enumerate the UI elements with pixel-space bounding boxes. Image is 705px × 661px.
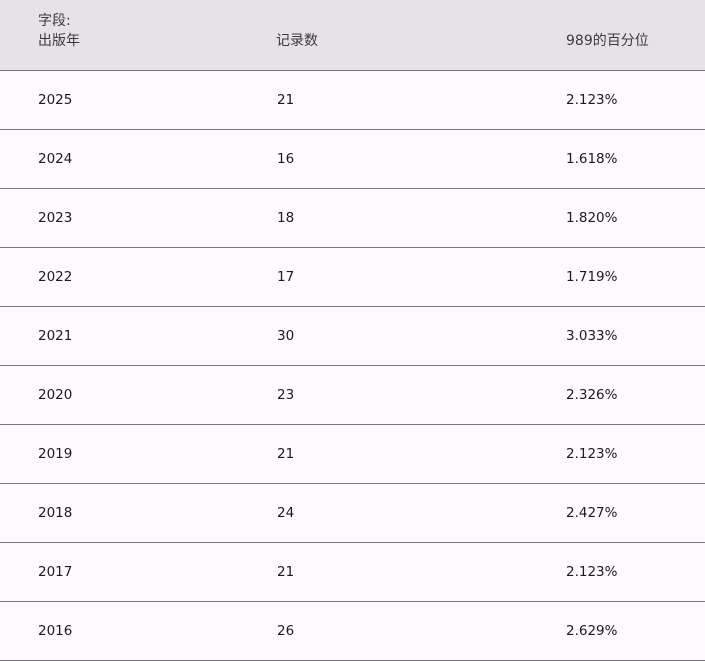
percentage-cell: 2.629% — [553, 601, 705, 661]
count-cell: 26 — [276, 601, 553, 661]
percentage-cell: 2.326% — [553, 365, 705, 425]
table-row[interactable]: 2019 21 2.123% — [0, 424, 705, 484]
count-cell: 21 — [276, 70, 553, 130]
table-row[interactable]: 2025 21 2.123% — [0, 70, 705, 130]
percentage-cell: 1.820% — [553, 188, 705, 248]
percentage-cell: 3.033% — [553, 306, 705, 366]
year-cell: 2024 — [0, 129, 276, 189]
column-header-publication-year[interactable]: 字段: 出版年 — [0, 0, 276, 71]
column-label: 989的百分位 — [566, 32, 649, 49]
field-prefix: 字段: — [38, 12, 71, 29]
table-row[interactable]: 2023 18 1.820% — [0, 188, 705, 248]
table-row[interactable]: 2021 30 3.033% — [0, 306, 705, 366]
year-cell: 2018 — [0, 483, 276, 543]
column-header-percentage[interactable]: 989的百分位 — [553, 0, 705, 71]
year-cell: 2022 — [0, 247, 276, 307]
count-cell: 21 — [276, 542, 553, 602]
table-row[interactable]: 2018 24 2.427% — [0, 483, 705, 543]
year-cell: 2020 — [0, 365, 276, 425]
column-label: 记录数 — [276, 32, 318, 49]
count-cell: 16 — [276, 129, 553, 189]
percentage-cell: 2.123% — [553, 70, 705, 130]
year-cell: 2021 — [0, 306, 276, 366]
year-cell: 2025 — [0, 70, 276, 130]
year-cell: 2016 — [0, 601, 276, 661]
table-row[interactable]: 2024 16 1.618% — [0, 129, 705, 189]
percentage-cell: 2.123% — [553, 424, 705, 484]
percentage-cell: 2.427% — [553, 483, 705, 543]
count-cell: 17 — [276, 247, 553, 307]
year-cell: 2019 — [0, 424, 276, 484]
percentage-cell: 1.719% — [553, 247, 705, 307]
count-cell: 23 — [276, 365, 553, 425]
column-header-record-count[interactable]: 记录数 — [276, 0, 553, 71]
header-row: 字段: 出版年 记录数 989的百分位 — [0, 0, 705, 71]
count-cell: 30 — [276, 306, 553, 366]
count-cell: 21 — [276, 424, 553, 484]
column-label: 出版年 — [38, 32, 80, 49]
year-cell: 2023 — [0, 188, 276, 248]
table-row[interactable]: 2017 21 2.123% — [0, 542, 705, 602]
table-row[interactable]: 2020 23 2.326% — [0, 365, 705, 425]
year-cell: 2017 — [0, 542, 276, 602]
table-row[interactable]: 2016 26 2.629% — [0, 601, 705, 661]
count-cell: 24 — [276, 483, 553, 543]
table-row[interactable]: 2022 17 1.719% — [0, 247, 705, 307]
count-cell: 18 — [276, 188, 553, 248]
percentage-cell: 2.123% — [553, 542, 705, 602]
percentage-cell: 1.618% — [553, 129, 705, 189]
